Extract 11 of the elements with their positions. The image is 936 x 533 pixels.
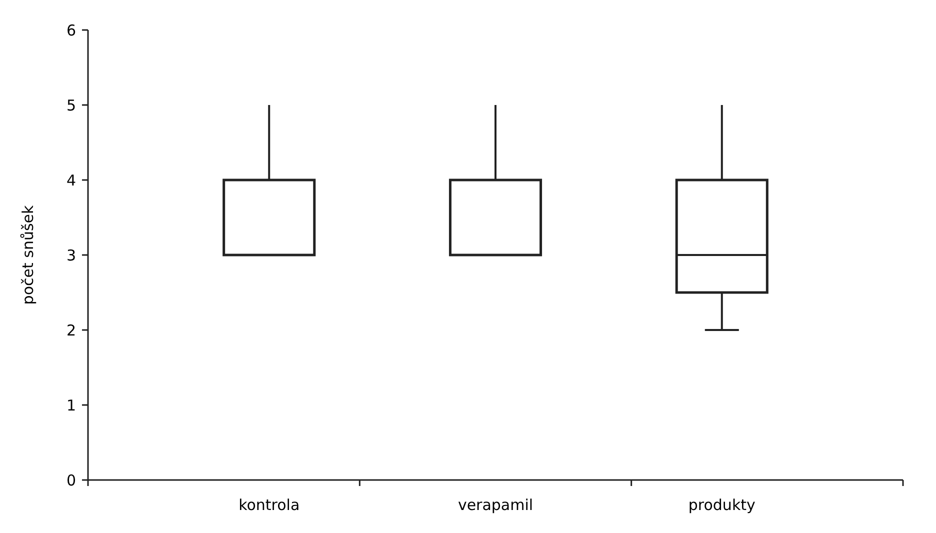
y-tick-label: 2 <box>66 321 76 340</box>
x-tick-label: kontrola <box>238 496 300 514</box>
y-tick-label: 0 <box>66 471 76 490</box>
y-tick-label: 6 <box>66 21 76 40</box>
y-tick-label: 5 <box>66 96 76 114</box>
y-tick-label: 1 <box>66 396 76 414</box>
x-tick-label: verapamil <box>458 496 534 514</box>
x-tick-label: produkty <box>688 496 756 514</box>
y-tick-label: 3 <box>66 246 76 264</box>
y-tick-label: 4 <box>66 171 76 190</box>
y-axis-title: počet snůšek <box>19 205 37 305</box>
